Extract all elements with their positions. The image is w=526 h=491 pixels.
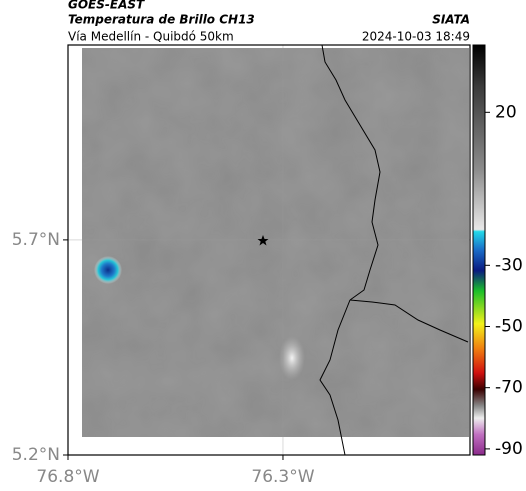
colorbar-tick-label: -90: [495, 439, 523, 459]
route: Vía Medellín - Quibdó 50km: [68, 30, 234, 44]
product: Temperatura de Brillo CH13: [68, 13, 255, 27]
x-tick-label: 76.8°W: [36, 467, 99, 487]
colorbar-tick-label: -30: [495, 255, 523, 275]
x-tick-label: 76.3°W: [251, 467, 314, 487]
warm-cloud: [279, 336, 305, 380]
colorbar-tick-label: -50: [495, 316, 523, 336]
timestamp: 2024-10-03 18:49: [362, 30, 470, 44]
y-tick-label: 5.7°N: [12, 230, 60, 250]
source: SIATA: [432, 13, 470, 27]
map-frame: [67, 44, 471, 456]
satellite: GOES-EAST: [68, 0, 145, 12]
colorbar-tick-label: -70: [495, 378, 523, 398]
location-marker: [257, 235, 269, 246]
y-tick-label: 5.2°N: [12, 445, 60, 465]
borders: [319, 44, 469, 456]
colorbar: [472, 44, 486, 456]
cloud-texture: [82, 48, 469, 437]
cold-cloud: [94, 256, 122, 284]
colorbar-tick-label: 20: [495, 102, 517, 122]
